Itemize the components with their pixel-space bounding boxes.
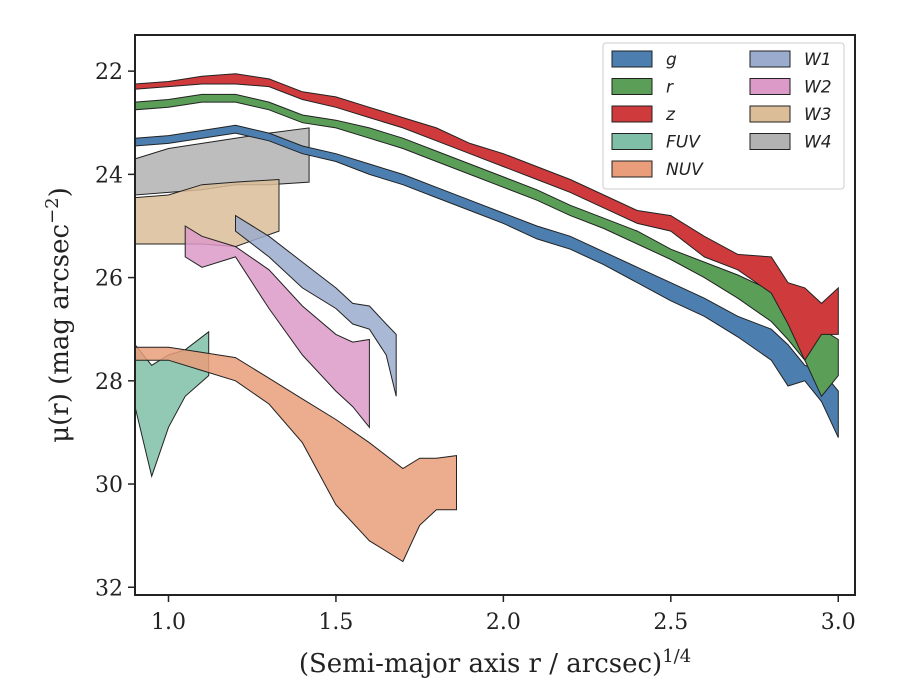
legend-label-z: z [665, 105, 676, 125]
series-band-w4 [134, 127, 310, 196]
legend-swatch-z [611, 105, 653, 123]
legend-swatch-w3 [749, 105, 791, 123]
series-band-nuv [134, 346, 457, 563]
legend: grz FUV NUV W1 W2 W3 W4 [602, 42, 845, 190]
legend-swatch-r [611, 78, 653, 95]
x-tick-label: 2.5 [653, 610, 688, 635]
y-tick-label: 30 [95, 473, 123, 498]
legend-label-w3: W3 [804, 105, 832, 125]
legend-swatch-w4 [749, 133, 791, 150]
legend-swatch-g [611, 50, 653, 68]
x-axis-title: (Semi-major axis r / arcsec)1/4 [299, 646, 691, 680]
x-axis: 1.0 1.5 2.0 2.5 3.0 [151, 595, 856, 635]
plot-frame [134, 34, 856, 596]
y-tick-label: 26 [95, 267, 123, 292]
legend-swatch-w2 [749, 78, 791, 95]
series-layer [134, 73, 839, 563]
legend-swatch-w1 [749, 50, 791, 68]
series-band-r [134, 93, 839, 398]
series-band-w1 [235, 214, 397, 397]
legend-swatch-fuv [611, 133, 653, 150]
legend-swatch-nuv [611, 160, 653, 178]
y-tick-label: 28 [95, 370, 123, 395]
legend-label-r: r [666, 78, 674, 98]
series-band-g [134, 124, 839, 438]
y-axis: 22 24 26 28 30 32 [95, 60, 135, 601]
legend-label-w1: W1 [804, 50, 832, 70]
legend-label-fuv: FUV [666, 133, 701, 153]
y-axis-title: μ(r) (mag arcsec−2) [42, 187, 76, 443]
legend-label-w2: W2 [804, 78, 832, 98]
legend-label-g: g [666, 50, 677, 70]
y-tick-label: 24 [95, 163, 123, 188]
x-tick-label: 2.0 [486, 610, 521, 635]
series-band-w2 [184, 225, 370, 429]
legend-label-nuv: NUV [666, 160, 704, 180]
series-band-z [134, 73, 839, 362]
x-tick-label: 1.0 [151, 610, 186, 635]
y-tick-label: 22 [95, 60, 123, 85]
x-tick-label: 3.0 [821, 610, 856, 635]
x-tick-label: 1.5 [318, 610, 353, 635]
y-tick-label: 32 [95, 576, 123, 601]
legend-label-w4: W4 [804, 133, 832, 153]
